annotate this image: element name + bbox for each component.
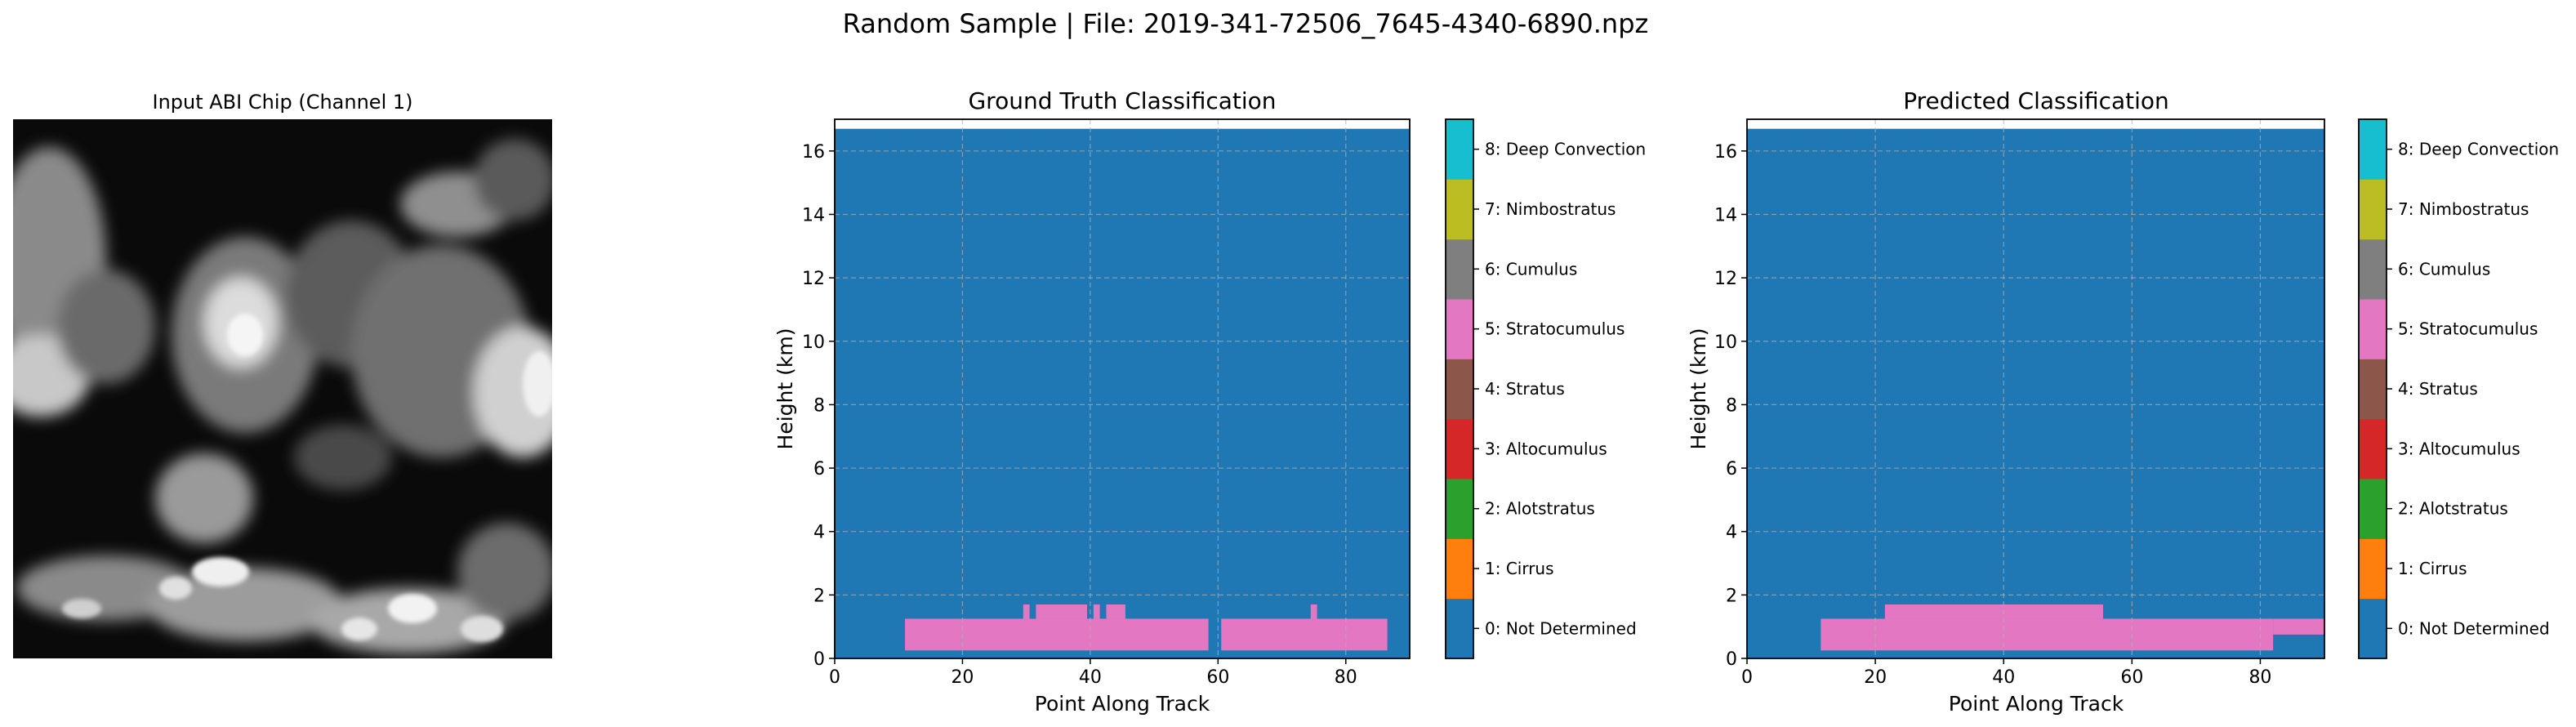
ground-truth-colorbar-segment-7 (1446, 179, 1473, 240)
abi-chip-image (13, 119, 552, 658)
ground-truth-plot-area: 0 20 40 60 80 0 2 4 6 8 10 12 14 16 (802, 118, 1411, 688)
ground-truth-class-region-5 (1106, 604, 1125, 619)
predicted-colorbar-label-4: 4: Stratus (2398, 379, 2478, 399)
predicted-xtick-label-20: 20 (1864, 667, 1887, 688)
predicted-xtick-label-40: 40 (1992, 667, 2015, 688)
predicted-colorbar-label-5: 5: Stratocumulus (2398, 319, 2538, 339)
image-panel-title: Input ABI Chip (Channel 1) (152, 91, 412, 114)
figure-suptitle: Random Sample | File: 2019-341-72506_764… (843, 8, 1649, 39)
predicted-colorbar-segment-7 (2359, 179, 2387, 240)
ground-truth-class-region-0 (905, 618, 1209, 651)
predicted-ylabel: Height (km) (1687, 328, 1710, 450)
predicted-colorbar-segment-2 (2359, 479, 2387, 539)
predicted-xtick-label-80: 80 (2248, 667, 2271, 688)
ground-truth-colorbar-label-4: 4: Stratus (1485, 379, 1565, 399)
ground-truth-xtick-label-60: 60 (1206, 667, 1229, 688)
ground-truth-colorbar-label-1: 1: Cirrus (1485, 559, 1554, 578)
predicted-ytick-label-8: 8 (1726, 395, 1737, 416)
ground-truth-colorbar-label-3: 3: Altocumulus (1485, 439, 1607, 458)
predicted-colorbar-segment-8 (2359, 119, 2387, 180)
predicted-axes-frame (1746, 118, 2325, 659)
ground-truth-colorbar-segment-2 (1446, 479, 1473, 539)
ground-truth-panel: Ground Truth Classification 0 20 40 60 80 0 2 4… (773, 87, 1411, 716)
predicted-ytick-label-2: 2 (1726, 586, 1737, 606)
predicted-colorbar-segment-1 (2359, 538, 2387, 600)
predicted-xtick-label-0: 0 (1741, 667, 1753, 688)
predicted-xlabel: Point Along Track (1949, 692, 2124, 716)
predicted-ytick-label-10: 10 (1714, 332, 1737, 353)
ground-truth-colorbar-label-2: 2: Alotstratus (1485, 499, 1595, 519)
ground-truth-colorbar-segment-3 (1446, 418, 1473, 479)
predicted-background-region (1747, 128, 2324, 658)
ground-truth-title: Ground Truth Classification (968, 87, 1276, 114)
predicted-colorbar-label-8: 8: Deep Convection (2398, 140, 2559, 159)
predicted-class-region-1 (2273, 618, 2324, 635)
ground-truth-class-region-1 (1221, 618, 1388, 651)
predicted-ytick-label-12: 12 (1714, 269, 1737, 289)
predicted-colorbar-segment-4 (2359, 359, 2387, 420)
ground-truth-xtick-label-20: 20 (951, 667, 974, 688)
ground-truth-ytick-label-14: 14 (802, 205, 825, 225)
predicted-colorbar-segment-3 (2359, 418, 2387, 479)
ground-truth-ytick-label-0: 0 (813, 649, 825, 670)
ground-truth-colorbar-segment-0 (1446, 598, 1473, 659)
predicted-ytick-label-6: 6 (1726, 459, 1737, 479)
ground-truth-class-region-3 (1036, 604, 1087, 619)
ground-truth-xtick-label-0: 0 (829, 667, 840, 688)
ground-truth-background-region (835, 128, 1410, 658)
predicted-colorbar-label-2: 2: Alotstratus (2398, 499, 2508, 519)
predicted-colorbar-label-6: 6: Cumulus (2398, 259, 2490, 279)
ground-truth-colorbar-segment-6 (1446, 239, 1473, 300)
ground-truth-colorbar: 0: Not Determined 1: Cirrus 2: Alotstratus… (1445, 118, 1646, 659)
predicted-class-region-0 (1821, 618, 2274, 651)
ground-truth-ytick-label-8: 8 (813, 395, 825, 416)
predicted-ytick-label-0: 0 (1726, 649, 1737, 670)
predicted-title: Predicted Classification (1903, 87, 2169, 114)
predicted-ytick-label-4: 4 (1726, 523, 1737, 543)
ground-truth-ytick-label-16: 16 (802, 142, 825, 163)
ground-truth-axes-frame (834, 118, 1411, 659)
ground-truth-ytick-label-10: 10 (802, 332, 825, 353)
predicted-colorbar: 0: Not Determined 1: Cirrus 2: Alotstratus… (2358, 118, 2559, 659)
ground-truth-colorbar-segment-8 (1446, 119, 1473, 180)
ground-truth-xtick-label-40: 40 (1079, 667, 1102, 688)
ground-truth-colorbar-label-7: 7: Nimbostratus (1485, 199, 1616, 219)
predicted-ytick-label-16: 16 (1714, 142, 1737, 163)
ground-truth-colorbar-label-8: 8: Deep Convection (1485, 140, 1646, 159)
predicted-colorbar-segment-6 (2359, 239, 2387, 300)
ground-truth-colorbar-label-5: 5: Stratocumulus (1485, 319, 1624, 339)
predicted-colorbar-segment-0 (2359, 598, 2387, 659)
predicted-colorbar-segment-5 (2359, 299, 2387, 359)
predicted-colorbar-frame (2358, 118, 2387, 659)
predicted-panel: Predicted Classification 0 20 40 60 80 0 2 4 6 8 1… (1687, 87, 2325, 716)
predicted-class-region-2 (1884, 604, 2103, 619)
predicted-colorbar-label-3: 3: Altocumulus (2398, 439, 2520, 458)
ground-truth-ytick-label-6: 6 (813, 459, 825, 479)
ground-truth-class-region-4 (1093, 604, 1100, 619)
predicted-colorbar-label-1: 1: Cirrus (2398, 559, 2467, 578)
predicted-colorbar-label-7: 7: Nimbostratus (2398, 199, 2529, 219)
predicted-colorbar-label-0: 0: Not Determined (2398, 618, 2550, 638)
ground-truth-ylabel: Height (km) (773, 328, 797, 450)
ground-truth-colorbar-label-6: 6: Cumulus (1485, 259, 1577, 279)
predicted-xtick-label-60: 60 (2120, 667, 2143, 688)
ground-truth-class-region-6 (1310, 604, 1317, 619)
ground-truth-colorbar-segment-5 (1446, 299, 1473, 359)
ground-truth-colorbar-label-0: 0: Not Determined (1485, 618, 1637, 638)
predicted-ytick-label-14: 14 (1714, 205, 1737, 225)
ground-truth-xtick-label-80: 80 (1335, 667, 1357, 688)
ground-truth-colorbar-segment-4 (1446, 359, 1473, 420)
predicted-plot-area: 0 20 40 60 80 0 2 4 6 8 10 12 14 16 (1714, 118, 2325, 688)
ground-truth-colorbar-segment-1 (1446, 538, 1473, 600)
ground-truth-ytick-label-12: 12 (802, 269, 825, 289)
ground-truth-ytick-label-4: 4 (813, 523, 825, 543)
ground-truth-xlabel: Point Along Track (1035, 692, 1210, 716)
ground-truth-class-region-2 (1023, 604, 1030, 619)
ground-truth-ytick-label-2: 2 (813, 586, 825, 606)
ground-truth-colorbar-frame (1445, 118, 1474, 659)
